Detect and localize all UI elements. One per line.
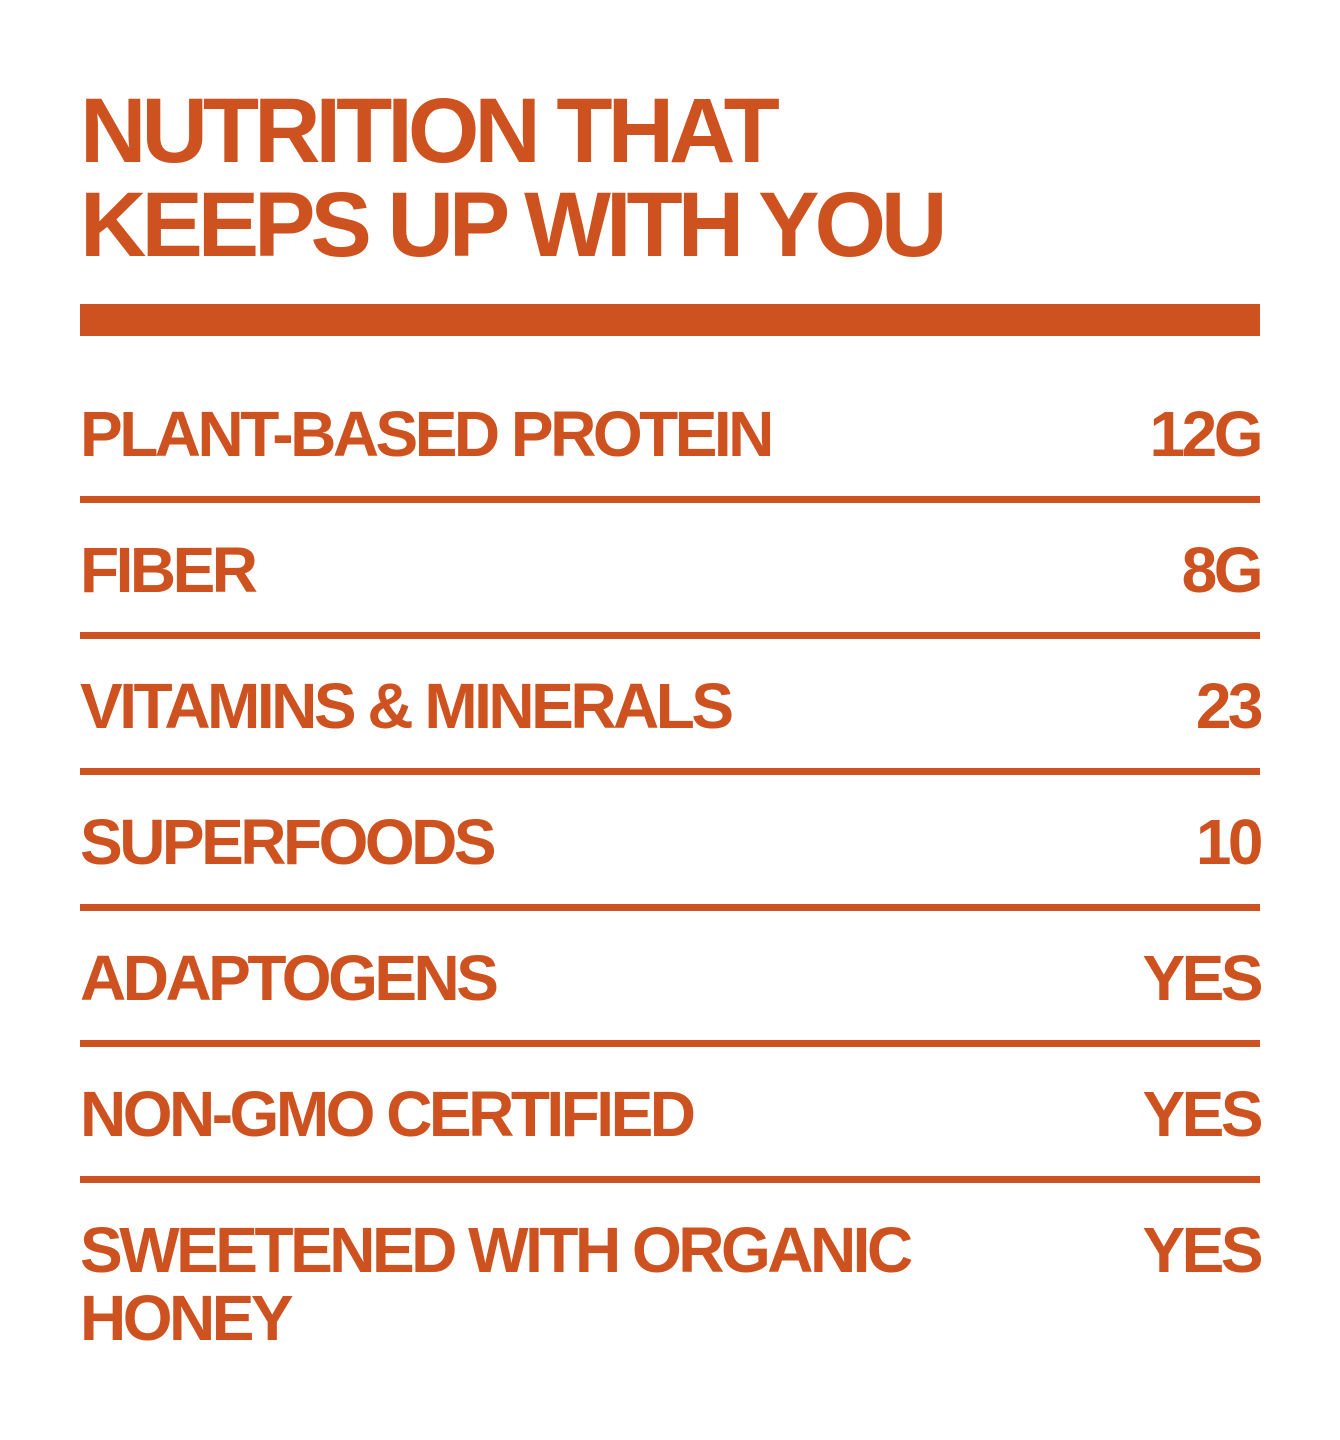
nutrition-label: ADAPTOGENS xyxy=(80,942,499,1014)
nutrition-label: SWEETENED WITH ORGANIC HONEY xyxy=(80,1214,913,1354)
nutrition-label: FIBER xyxy=(80,534,258,606)
header-divider xyxy=(80,304,1260,336)
nutrition-value: 23 xyxy=(1195,670,1264,742)
row-divider xyxy=(80,632,1260,639)
nutrition-value: YES xyxy=(1142,1078,1263,1150)
nutrition-panel: NUTRITION THAT KEEPS UP WITH YOU PLANT-B… xyxy=(80,0,1264,1440)
row-divider xyxy=(80,904,1260,911)
nutrition-value: 12G xyxy=(1149,398,1264,470)
nutrition-value: YES xyxy=(1142,942,1263,1014)
headline-line-2: KEEPS UP WITH YOU xyxy=(80,174,947,276)
row-divider xyxy=(80,496,1260,503)
headline: NUTRITION THAT KEEPS UP WITH YOU xyxy=(80,80,947,276)
headline-line-1: NUTRITION THAT xyxy=(80,80,780,182)
nutrition-value: 10 xyxy=(1195,806,1264,878)
nutrition-value: YES xyxy=(1142,1214,1263,1286)
nutrition-label: PLANT-BASED PROTEIN xyxy=(80,398,774,470)
nutrition-label: SUPERFOODS xyxy=(80,806,497,878)
nutrition-value: 8G xyxy=(1181,534,1264,606)
row-divider xyxy=(80,1040,1260,1047)
row-divider xyxy=(80,1176,1260,1183)
nutrition-label: NON-GMO CERTIFIED xyxy=(80,1078,696,1150)
nutrition-label: VITAMINS & MINERALS xyxy=(80,670,734,742)
row-divider xyxy=(80,768,1260,775)
